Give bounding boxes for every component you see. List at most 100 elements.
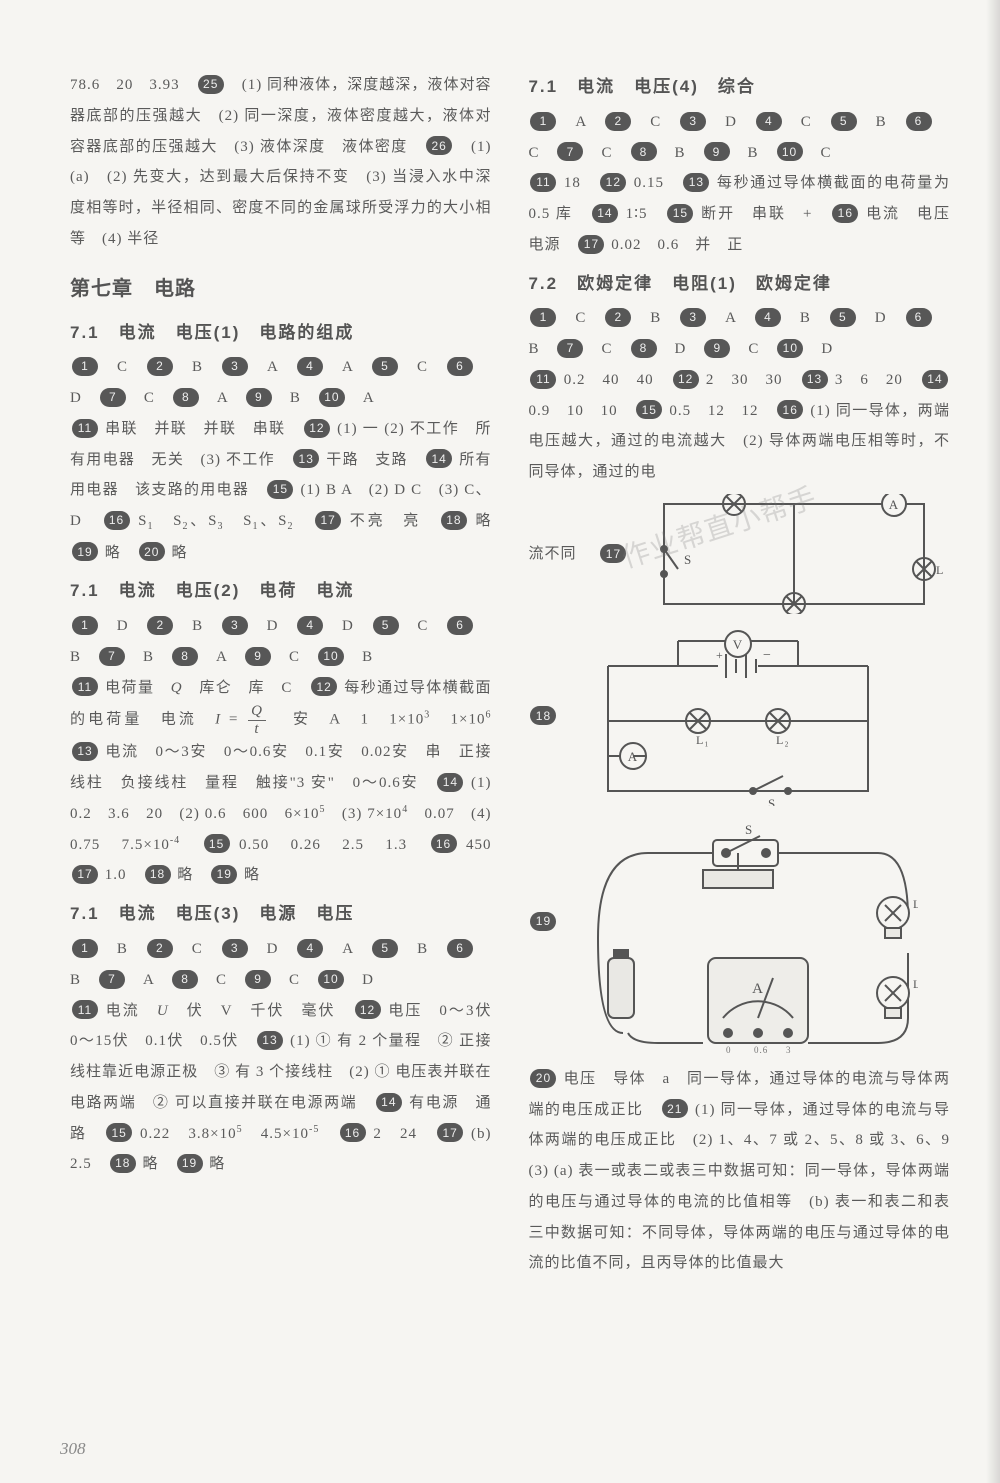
pill-7: 7 xyxy=(99,647,125,666)
circuit-diagram-17: A S L₁ L₂ xyxy=(644,494,944,614)
pill-7: 7 xyxy=(557,142,583,161)
left-column: 78.6 20 3.93 25 (1) 同种液体，深度越深，液体对容器底部的压强… xyxy=(70,70,492,1279)
pill-14: 14 xyxy=(922,370,948,389)
s4-answers: 1 A 2 C 3 D 4 C 5 B 6 C 7 C 8 B 9 B 10 C xyxy=(528,107,950,169)
pill-12: 12 xyxy=(355,1000,381,1019)
pill-7: 7 xyxy=(99,970,125,989)
column-divider xyxy=(510,76,511,1273)
pill-12: 12 xyxy=(600,173,626,192)
pill-17: 17 xyxy=(72,865,98,884)
section-7-2-1: 7.2 欧姆定律 电阻(1) 欧姆定律 xyxy=(528,267,950,302)
pill-4: 4 xyxy=(297,939,323,958)
svg-text:L₂: L₂ xyxy=(936,563,944,577)
pill-1: 1 xyxy=(530,112,556,131)
pill-8: 8 xyxy=(173,388,199,407)
pill-13: 13 xyxy=(293,449,319,468)
pill-13: 13 xyxy=(802,370,828,389)
section-7-1-1: 7.1 电流 电压(1) 电路的组成 xyxy=(70,316,492,351)
pill-9: 9 xyxy=(704,339,730,358)
pill-4: 4 xyxy=(297,616,323,635)
pill-17: 17 xyxy=(600,544,626,563)
svg-text:−: − xyxy=(723,1028,730,1039)
pill-2: 2 xyxy=(147,939,173,958)
pill-8: 8 xyxy=(631,339,657,358)
pill-7: 7 xyxy=(100,388,126,407)
pill-5: 5 xyxy=(830,308,856,327)
pill-17: 17 xyxy=(437,1123,463,1142)
pill-9: 9 xyxy=(246,388,272,407)
pill-4: 4 xyxy=(755,308,781,327)
pill-2: 2 xyxy=(605,308,631,327)
section-7-1-4: 7.1 电流 电压(4) 综合 xyxy=(528,70,950,105)
pill-12: 12 xyxy=(673,370,699,389)
pill-20: 20 xyxy=(530,1069,556,1088)
pill-5: 5 xyxy=(831,112,857,131)
pill-6: 6 xyxy=(447,616,473,635)
pill-6: 6 xyxy=(906,308,932,327)
s4-rest: 11 18 12 0.15 13 每秒通过导体横截面的电荷量为 0.5 库 14… xyxy=(528,168,950,260)
svg-text:3: 3 xyxy=(786,1045,792,1055)
s3-answers: 1 B 2 C 3 D 4 A 5 B 6 B 7 A 8 C 9 C 10 D xyxy=(70,934,492,996)
s2-answers: 1 D 2 B 3 D 4 D 5 C 6 B 7 B 8 A 9 C 10 B xyxy=(70,611,492,673)
pill-1: 1 xyxy=(72,616,98,635)
svg-text:−: − xyxy=(763,648,772,663)
pill-2: 2 xyxy=(605,112,631,131)
svg-text:A: A xyxy=(628,749,638,764)
pill-2: 2 xyxy=(147,357,173,376)
flow-text: 流不同 xyxy=(528,539,592,570)
fraction: Qt xyxy=(248,703,266,737)
pill-1: 1 xyxy=(530,308,556,327)
pill-19: 19 xyxy=(530,912,556,931)
pill-6: 6 xyxy=(447,357,473,376)
pill-3: 3 xyxy=(680,308,706,327)
pill-8: 8 xyxy=(172,647,198,666)
tail-text: 20 电压 导体 a 同一导体，通过导体的电流与导体两端的电压成正比 21 (1… xyxy=(528,1064,950,1279)
pill-16: 16 xyxy=(104,511,130,530)
page-edge xyxy=(986,0,1000,1483)
pill-18: 18 xyxy=(145,865,171,884)
s2-rest: 11 电荷量 Q 库仑 库 C 12 每秒通过导体横截面的电荷量 电流 I = … xyxy=(70,673,492,892)
frac-top: Q xyxy=(248,703,266,721)
pill-14: 14 xyxy=(592,204,618,223)
pill-10: 10 xyxy=(318,970,344,989)
svg-text:0: 0 xyxy=(726,1045,732,1055)
section-7-1-3: 7.1 电流 电压(3) 电源 电压 xyxy=(70,897,492,932)
pill-10: 10 xyxy=(777,142,803,161)
pill-16: 16 xyxy=(832,204,858,223)
d19-row: 19 xyxy=(528,812,950,1064)
pill-20: 20 xyxy=(139,542,165,561)
pill-11: 11 xyxy=(530,173,556,192)
section-7-1-2: 7.1 电流 电压(2) 电荷 电流 xyxy=(70,574,492,609)
s1-rest: 11 串联 并联 并联 串联 12 (1) 一 (2) 不工作 所有用电器 无关… xyxy=(70,414,492,569)
pill-16: 16 xyxy=(777,400,803,419)
circuit-diagram-19: S L₂ L₁ A 0 0.6 3 − xyxy=(578,818,918,1058)
pill-14: 14 xyxy=(437,773,463,792)
pill-14: 14 xyxy=(376,1093,402,1112)
pill-5: 5 xyxy=(372,357,398,376)
svg-text:L₁: L₁ xyxy=(804,611,818,614)
s1-answers: 1 C 2 B 3 A 4 A 5 C 6 D 7 C 8 A 9 B 10 A xyxy=(70,352,492,414)
pill-21: 21 xyxy=(662,1099,688,1118)
pill-5: 5 xyxy=(372,939,398,958)
pill-4: 4 xyxy=(756,112,782,131)
pill-3: 3 xyxy=(222,616,248,635)
circuit-diagram-18: V A + − L₁ L₂ S xyxy=(578,626,898,806)
pill-3: 3 xyxy=(680,112,706,131)
d18-row: 18 xyxy=(528,620,950,812)
pill-11: 11 xyxy=(530,370,556,389)
pill-13: 13 xyxy=(257,1031,283,1050)
svg-text:L₂: L₂ xyxy=(913,897,918,911)
pill-15: 15 xyxy=(106,1123,132,1142)
pill-1: 1 xyxy=(72,357,98,376)
pill-15: 15 xyxy=(267,480,293,499)
pill-9: 9 xyxy=(245,647,271,666)
page: 78.6 20 3.93 25 (1) 同种液体，深度越深，液体对容器底部的压强… xyxy=(0,0,1000,1309)
svg-text:S: S xyxy=(684,552,692,567)
pill-19: 19 xyxy=(72,542,98,561)
pill-18: 18 xyxy=(530,706,556,725)
pill-14: 14 xyxy=(426,449,452,468)
pill-1: 1 xyxy=(72,939,98,958)
pill-18: 18 xyxy=(441,511,467,530)
svg-text:L₁: L₁ xyxy=(913,977,918,991)
pill-7: 7 xyxy=(557,339,583,358)
